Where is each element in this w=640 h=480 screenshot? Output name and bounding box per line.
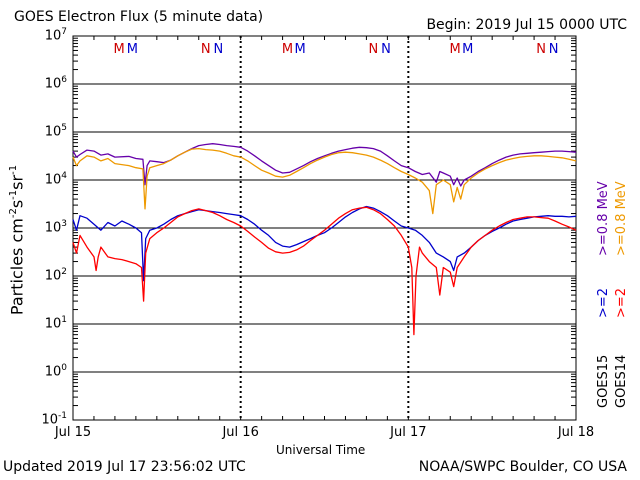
- position-marker: N: [536, 42, 546, 57]
- y-tick-label: 101: [44, 315, 67, 332]
- legend-low-goes14: >=2: [614, 287, 629, 318]
- x-tick-label: Jul 17: [390, 425, 427, 440]
- x-tick-label: Jul 18: [557, 425, 595, 440]
- series-line-goes15-0p8: [72, 143, 577, 187]
- updated-timestamp: Updated 2019 Jul 17 23:56:02 UTC: [3, 459, 246, 475]
- position-marker: N: [213, 42, 223, 57]
- legend-sat-goes15: GOES15: [596, 354, 611, 408]
- credit-line: NOAA/SWPC Boulder, CO USA: [418, 459, 627, 475]
- position-marker: M: [282, 42, 293, 57]
- y-tick-label: 104: [44, 171, 67, 188]
- series-line-goes14-0p8: [72, 147, 577, 215]
- position-marker: M: [294, 42, 305, 57]
- legend-high-goes15: >=0.8 MeV: [596, 181, 611, 256]
- legend-low-goes15: >=2: [596, 287, 611, 318]
- series-line-goes14-2: [72, 206, 577, 336]
- x-axis-label: Universal Time: [276, 443, 366, 457]
- legend-sat-goes14: GOES14: [614, 354, 629, 408]
- y-tick-label: 107: [44, 27, 67, 44]
- begin-time: Begin: 2019 Jul 15 0000 UTC: [426, 17, 627, 33]
- y-tick-label: 103: [44, 219, 67, 236]
- position-marker: M: [127, 42, 138, 57]
- y-tick-label: 10-1: [41, 411, 67, 428]
- position-marker: M: [462, 42, 473, 57]
- x-tick-label: Jul 16: [222, 425, 259, 440]
- y-tick-label: 100: [44, 363, 67, 380]
- x-tick-label: Jul 15: [54, 425, 92, 440]
- y-axis-label: Particles cm-2s-1sr-1: [7, 164, 27, 316]
- position-marker: N: [369, 42, 379, 57]
- position-marker: N: [381, 42, 391, 57]
- y-tick-label: 106: [44, 75, 67, 92]
- position-marker: M: [450, 42, 461, 57]
- legend-high-goes14: >=0.8 MeV: [614, 181, 629, 256]
- y-tick-label: 102: [44, 267, 67, 284]
- position-marker: N: [549, 42, 559, 57]
- position-marker: N: [201, 42, 211, 57]
- chart-title: GOES Electron Flux (5 minute data): [14, 9, 264, 25]
- y-tick-label: 105: [44, 123, 67, 140]
- position-marker: M: [113, 42, 124, 57]
